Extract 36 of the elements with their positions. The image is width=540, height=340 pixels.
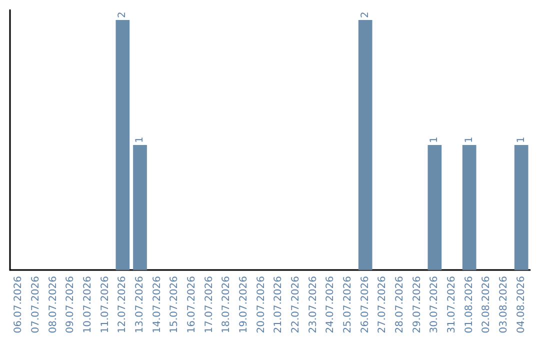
x-tick-label: 28.07.2026 (394, 276, 406, 334)
data-label: 1 (464, 136, 475, 143)
x-tick-label: 02.08.2026 (481, 276, 492, 334)
data-label: 1 (134, 136, 146, 143)
x-tick-label: 08.07.2026 (48, 276, 59, 334)
x-tick-label: 17.07.2026 (204, 276, 215, 334)
data-label: 1 (516, 136, 527, 143)
x-tick-label: 22.07.2026 (290, 276, 302, 334)
x-tick-label: 18.07.2026 (221, 276, 232, 334)
x-tick-label: 12.07.2026 (117, 276, 128, 334)
data-label: 2 (360, 12, 371, 18)
x-tick-label: 03.08.2026 (498, 276, 510, 334)
x-tick-label: 27.07.2026 (377, 276, 388, 334)
x-tick-label: 24.07.2026 (325, 276, 336, 334)
x-tick-label: 09.07.2026 (65, 276, 76, 334)
x-tick-label: 15.07.2026 (169, 276, 180, 334)
x-tick-label: 01.08.2026 (464, 276, 475, 334)
x-tick-label: 31.07.2026 (446, 276, 458, 334)
x-tick-label: 19.07.2026 (238, 276, 250, 334)
x-tick-label: 23.07.2026 (308, 276, 319, 334)
x-tick-label: 20.07.2026 (256, 276, 267, 334)
x-tick-label: 25.07.2026 (342, 276, 354, 334)
x-tick-label: 16.07.2026 (186, 276, 198, 334)
x-tick-label: 21.07.2026 (273, 276, 284, 334)
x-tick-label: 04.08.2026 (516, 276, 527, 334)
x-tick-label: 06.07.2026 (13, 276, 24, 334)
x-tick-label: 30.07.2026 (429, 276, 440, 334)
x-tick-label: 10.07.2026 (82, 276, 94, 334)
x-tick-label: 11.07.2026 (100, 276, 111, 334)
x-tick-label: 26.07.2026 (360, 276, 371, 334)
x-tick-label: 14.07.2026 (152, 276, 163, 334)
x-tick-label: 13.07.2026 (134, 276, 146, 334)
x-tick-label: 07.07.2026 (30, 276, 42, 334)
data-label: 2 (117, 12, 128, 18)
data-label: 1 (429, 136, 440, 143)
x-tick-label: 29.07.2026 (412, 276, 423, 334)
